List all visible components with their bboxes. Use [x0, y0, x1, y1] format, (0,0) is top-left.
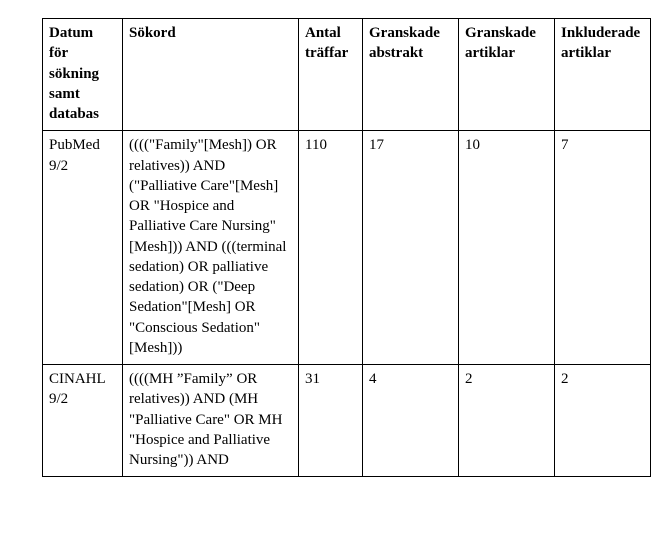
col-hits-header: Antal träffar — [299, 19, 363, 131]
col-abstracts-header: Granskade abstrakt — [363, 19, 459, 131]
col-query-header: Sökord — [123, 19, 299, 131]
cell-abstracts: 4 — [363, 365, 459, 477]
table-header-row: Datum för sökning samt databas Sökord An… — [43, 19, 651, 131]
cell-date: CINAHL 9/2 — [43, 365, 123, 477]
table-row: PubMed 9/2 (((("Family"[Mesh]) OR relati… — [43, 131, 651, 365]
cell-hits: 31 — [299, 365, 363, 477]
cell-articles: 2 — [459, 365, 555, 477]
col-date-header: Datum för sökning samt databas — [43, 19, 123, 131]
search-strategy-table: Datum för sökning samt databas Sökord An… — [42, 18, 651, 477]
cell-query: (((("Family"[Mesh]) OR relatives)) AND (… — [123, 131, 299, 365]
cell-articles: 10 — [459, 131, 555, 365]
cell-included: 2 — [555, 365, 651, 477]
cell-hits: 110 — [299, 131, 363, 365]
cell-included: 7 — [555, 131, 651, 365]
col-included-header: Inkluderade artiklar — [555, 19, 651, 131]
table-row: CINAHL 9/2 ((((MH ”Family” OR relatives)… — [43, 365, 651, 477]
cell-date: PubMed 9/2 — [43, 131, 123, 365]
cell-query: ((((MH ”Family” OR relatives)) AND (MH "… — [123, 365, 299, 477]
page: Datum för sökning samt databas Sökord An… — [0, 0, 654, 477]
cell-abstracts: 17 — [363, 131, 459, 365]
col-articles-header: Granskade artiklar — [459, 19, 555, 131]
